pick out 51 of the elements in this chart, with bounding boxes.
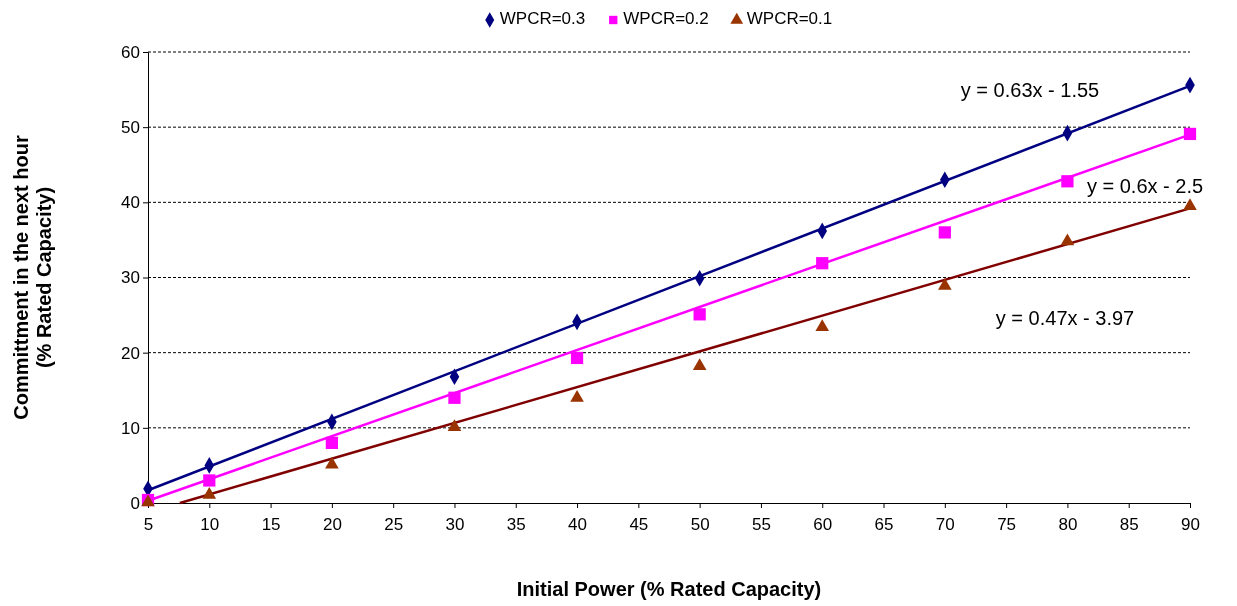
point [1061,175,1074,188]
y-tick-label: 60 [121,42,140,62]
point [325,456,339,469]
x-tick-label: 90 [1181,514,1200,534]
y-tick-label: 20 [121,343,140,363]
y-tick-label: 50 [121,118,140,138]
x-tick-label: 70 [935,514,955,534]
point [203,474,216,487]
x-tick-label: 45 [629,514,649,534]
x-tick-label: 25 [384,514,404,534]
legend-label: WPCR=0.1 [746,9,833,29]
annotation: y = 0.63x - 1.55 [960,79,1100,102]
point [1183,198,1197,211]
x-tick-label: 10 [200,514,220,534]
point [692,358,707,371]
point [202,486,217,499]
point [815,319,830,332]
point [570,389,584,402]
x-tick-label: 55 [751,514,771,534]
point [448,391,461,404]
y-axis-title: Committment in the next hour (% Rated Capacity) [10,135,55,420]
y-tick-label: 10 [121,418,140,438]
y-tick-label: 40 [121,193,140,213]
x-tick-label: 65 [874,514,894,534]
point [938,277,952,290]
x-tick-label: 15 [261,514,281,534]
x-tick-label: 80 [1058,514,1078,534]
legend-label: WPCR=0.3 [499,9,586,29]
point [816,257,829,270]
point [693,308,706,321]
point [1060,233,1075,246]
point [938,226,951,239]
point [325,436,339,449]
x-tick-label: 85 [1119,514,1139,534]
y-tick-label: 0 [130,493,140,513]
point [447,419,462,432]
annotation: y = 0.47x - 3.97 [995,307,1135,330]
point [1183,127,1197,141]
x-axis-title: Initial Power (% Rated Capacity) [516,578,822,600]
x-tick-label: 75 [997,514,1017,534]
x-tick-label: 40 [568,514,588,534]
legend-label: WPCR=0.2 [623,9,709,29]
y-tick-label: 30 [121,268,140,288]
x-tick-label: 5 [143,514,154,534]
x-tick-label: 50 [690,514,710,534]
x-tick-label: 35 [506,514,526,534]
x-tick-label: 20 [322,514,342,534]
point [570,351,584,365]
x-tick-label: 60 [813,514,833,534]
x-tick-label: 30 [445,514,465,534]
annotation: y = 0.6x - 2.5 [1086,175,1204,198]
